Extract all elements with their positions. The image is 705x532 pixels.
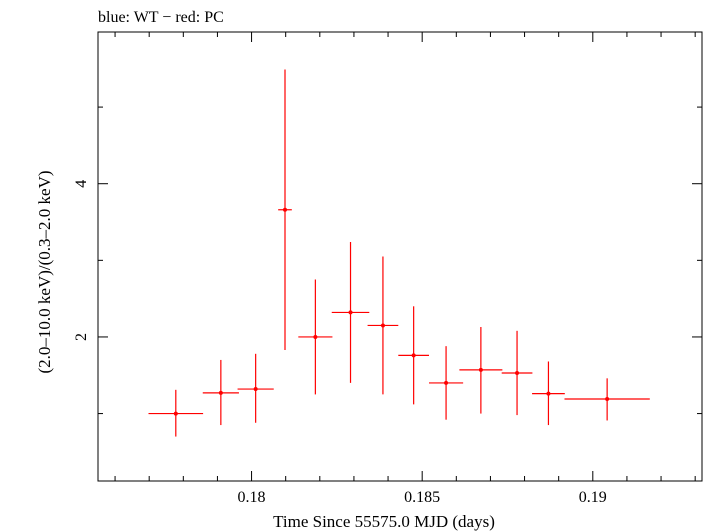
point-marker — [173, 411, 178, 416]
y-tick-label: 4 — [73, 180, 90, 188]
point-marker — [380, 323, 385, 328]
data-point — [148, 389, 204, 437]
point-marker — [218, 390, 223, 395]
data-point — [459, 326, 503, 414]
point-marker — [546, 391, 551, 396]
point-marker — [253, 387, 258, 392]
x-axis-ticks: 0.18 0.185 0.19 — [114, 32, 696, 506]
point-marker — [515, 370, 520, 375]
data-point — [202, 359, 239, 426]
data-series-pc — [148, 69, 650, 437]
point-marker — [313, 334, 318, 339]
data-point — [429, 346, 464, 420]
data-point — [367, 256, 399, 395]
point-marker — [478, 367, 483, 372]
point-marker — [444, 380, 449, 385]
x-tick-label: 0.185 — [404, 489, 440, 506]
data-point — [331, 241, 370, 383]
data-point — [501, 330, 533, 416]
point-marker — [348, 310, 353, 315]
point-marker — [283, 207, 288, 212]
y-axis-ticks: 24 — [73, 106, 702, 415]
y-axis-label: (2.0–10.0 keV)/(0.3–2.0 keV) — [35, 170, 54, 373]
plot-frame — [97, 31, 703, 482]
data-point — [398, 306, 430, 405]
point-marker — [605, 397, 610, 402]
data-point — [237, 353, 274, 423]
data-point — [564, 378, 650, 421]
data-point — [298, 279, 333, 395]
x-tick-label: 0.18 — [238, 489, 266, 506]
point-marker — [411, 353, 416, 358]
data-point — [532, 361, 565, 426]
x-axis-label: Time Since 55575.0 MJD (days) — [273, 512, 495, 531]
chart-title: blue: WT − red: PC — [98, 9, 224, 26]
data-point — [278, 69, 292, 350]
y-tick-label: 2 — [73, 333, 90, 341]
x-tick-label: 0.19 — [579, 489, 607, 506]
